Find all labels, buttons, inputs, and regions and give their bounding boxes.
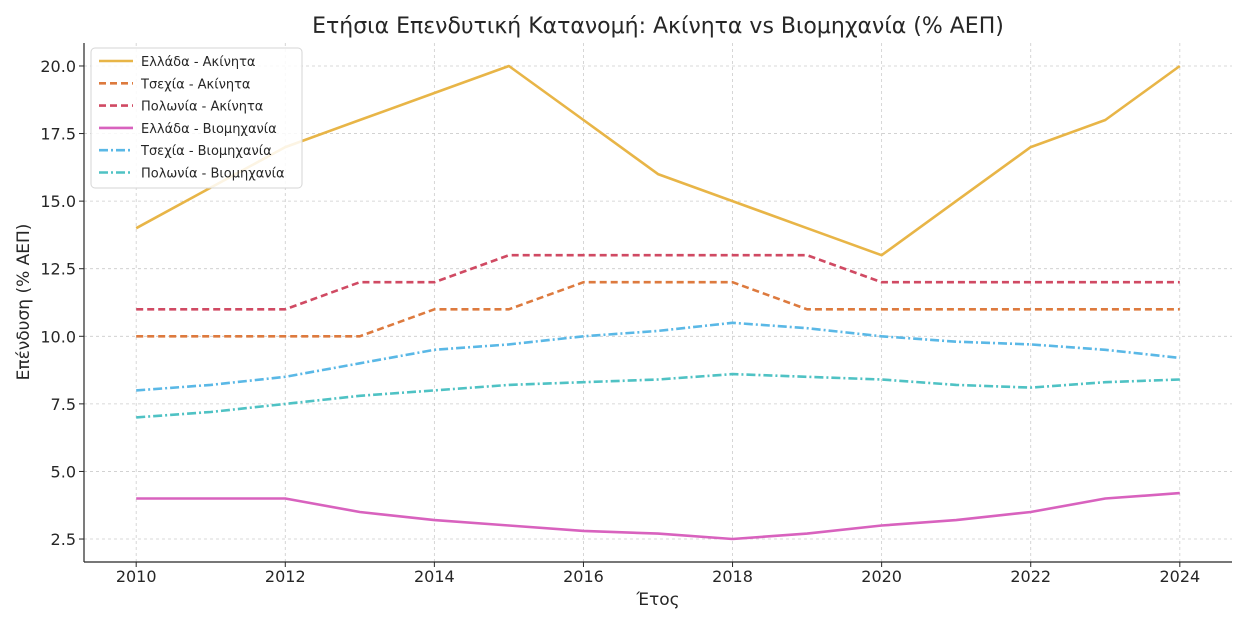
- x-tick-label: 2024: [1159, 567, 1200, 586]
- x-tick-label: 2012: [265, 567, 306, 586]
- series-line-5: [136, 321, 1180, 392]
- y-tick-label: 5.0: [51, 462, 76, 481]
- y-axis-label: Επένδυση (% ΑΕΠ): [14, 224, 34, 381]
- legend-label: Τσεχία - Βιομηχανία: [140, 144, 272, 159]
- series-line-3: [136, 253, 1180, 311]
- y-tick-label: 7.5: [51, 395, 76, 414]
- legend-box: [90, 47, 303, 189]
- legend: Ελλάδα - Ακίνητα Τσεχία - Ακίνητα Πολωνία …: [90, 47, 303, 189]
- legend-label: Πολωνία - Βιομηχανία: [141, 167, 285, 182]
- x-tick-label: 2016: [563, 567, 604, 586]
- series-line-1: [135, 64, 1181, 257]
- x-tick-label: 2020: [861, 567, 902, 586]
- x-tick-label: 2014: [414, 567, 455, 586]
- y-tick-label: 15.0: [40, 192, 76, 211]
- x-tick-label: 2010: [116, 567, 157, 586]
- series-line-4: [136, 491, 1180, 541]
- legend-label: Πολωνία - Ακίνητα: [141, 100, 263, 115]
- series-line-6: [136, 372, 1180, 419]
- x-tick-label: 2022: [1010, 567, 1051, 586]
- axes: 2010 2012 2014 2016 2018 2020 2022 2024 2.5 5.0 7.…: [40, 43, 1232, 586]
- series-group: [135, 64, 1181, 541]
- y-tick-label: 10.0: [40, 327, 76, 346]
- legend-label: Ελλάδα - Ακίνητα: [141, 55, 256, 70]
- x-tick-label: 2018: [712, 567, 753, 586]
- y-tick-label: 12.5: [40, 260, 76, 279]
- chart-title: Ετήσια Επενδυτική Κατανομή: Ακίνητα vs Β…: [312, 14, 1004, 39]
- y-tick-label: 17.5: [40, 125, 76, 144]
- legend-label: Τσεχία - Ακίνητα: [140, 77, 251, 92]
- y-tick-label: 2.5: [51, 530, 76, 549]
- legend-label: Ελλάδα - Βιομηχανία: [141, 122, 277, 137]
- y-tick-label: 20.0: [40, 57, 76, 76]
- grid: [84, 43, 1232, 562]
- x-axis-label: Έτος: [635, 590, 679, 610]
- series-line-2: [136, 280, 1180, 338]
